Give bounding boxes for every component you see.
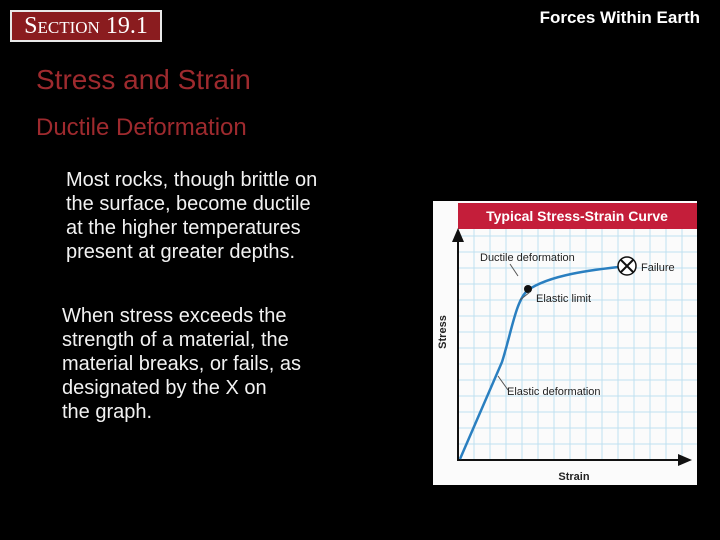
paragraph-line: the graph. (62, 401, 153, 423)
paragraph: When stress exceeds the strength of a mat… (62, 304, 301, 424)
paragraph-line: Most rocks, though brittle on (66, 169, 318, 191)
paragraph-line: strength of a material, the (62, 329, 289, 351)
paragraph-line: at the higher temperatures (66, 217, 301, 239)
leader (509, 263, 519, 277)
paragraph: Most rocks, though brittle on the surface… (66, 168, 317, 264)
x-axis-label: Strain (558, 471, 589, 483)
failure-x (620, 259, 634, 273)
label-failure: Failure (641, 262, 675, 274)
slide-title: Stress and Strain (36, 64, 251, 95)
section-badge: Section 19.1 (10, 10, 162, 42)
leader (497, 375, 509, 391)
label-elastic: Elastic deformation (507, 386, 601, 398)
label-ductile: Ductile deformation (480, 252, 575, 264)
paragraph-line: present at greater depths. (66, 241, 296, 263)
figure-title-bar (458, 203, 697, 229)
paragraph-line: designated by the X on (62, 377, 267, 399)
paragraph-line: material breaks, or fails, as (62, 353, 301, 375)
leader (519, 291, 531, 301)
grid (458, 229, 697, 460)
elastic-limit-point (524, 285, 532, 293)
paragraph-line: the surface, become ductile (66, 193, 311, 215)
paragraph-line: When stress exceeds the (62, 305, 287, 327)
figure-frame (433, 201, 697, 485)
y-axis-label: Stress (437, 315, 449, 349)
label-elastic-limit: Elastic limit (536, 293, 591, 305)
x-arrow (678, 454, 692, 466)
slide-subtitle: Ductile Deformation (36, 114, 247, 141)
y-arrow (452, 228, 464, 242)
topic-title: Forces Within Earth (539, 8, 700, 27)
figure-title: Typical Stress-Strain Curve (486, 208, 668, 224)
